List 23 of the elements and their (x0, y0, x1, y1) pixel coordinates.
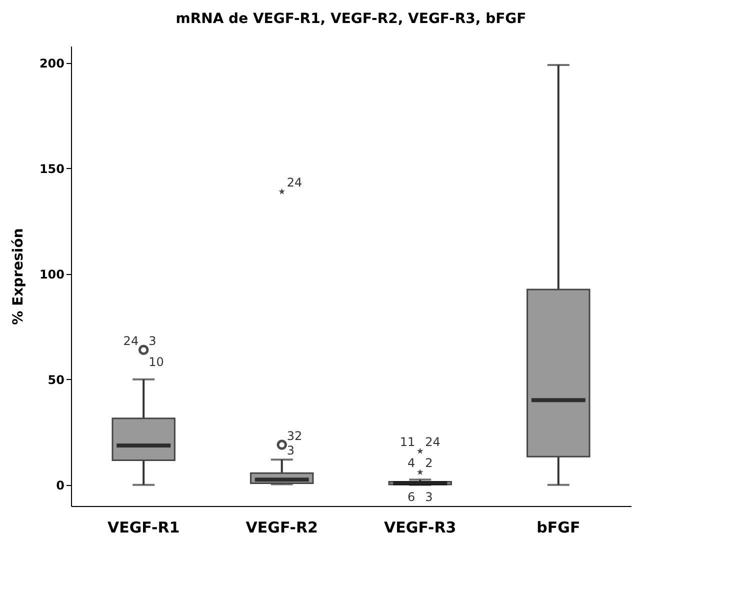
annotation: 3 (286, 444, 295, 458)
chart-title: mRNA de VEGF-R1, VEGF-R2, VEGF-R3, bFGF (176, 11, 526, 27)
y-axis-title: % Expresión (10, 228, 26, 325)
annotation: 4 (407, 456, 416, 470)
annotation: 6 (407, 490, 416, 504)
x-tick-label: VEGF-R2 (246, 518, 318, 536)
annotation: 24 (425, 435, 440, 450)
y-tick-label: 50 (48, 372, 64, 387)
annotation: 32 (286, 428, 302, 443)
y-tick-label: 100 (39, 267, 64, 282)
annotation: 2 (425, 456, 433, 470)
y-tick-label: 150 (39, 162, 64, 176)
x-tick-label: VEGF-R3 (384, 518, 456, 536)
x-tick-label: VEGF-R1 (108, 518, 180, 536)
x-tick-label: bFGF (536, 518, 580, 536)
annotation: 10 (148, 354, 164, 369)
annotation: 24 (123, 334, 139, 348)
annotation: 3 (425, 490, 433, 504)
annotation: 3 (148, 334, 156, 348)
y-tick-label: 0 (56, 478, 64, 492)
y-tick-label: 200 (39, 56, 64, 70)
annotation: 24 (286, 176, 302, 190)
annotation: 11 (400, 435, 416, 450)
